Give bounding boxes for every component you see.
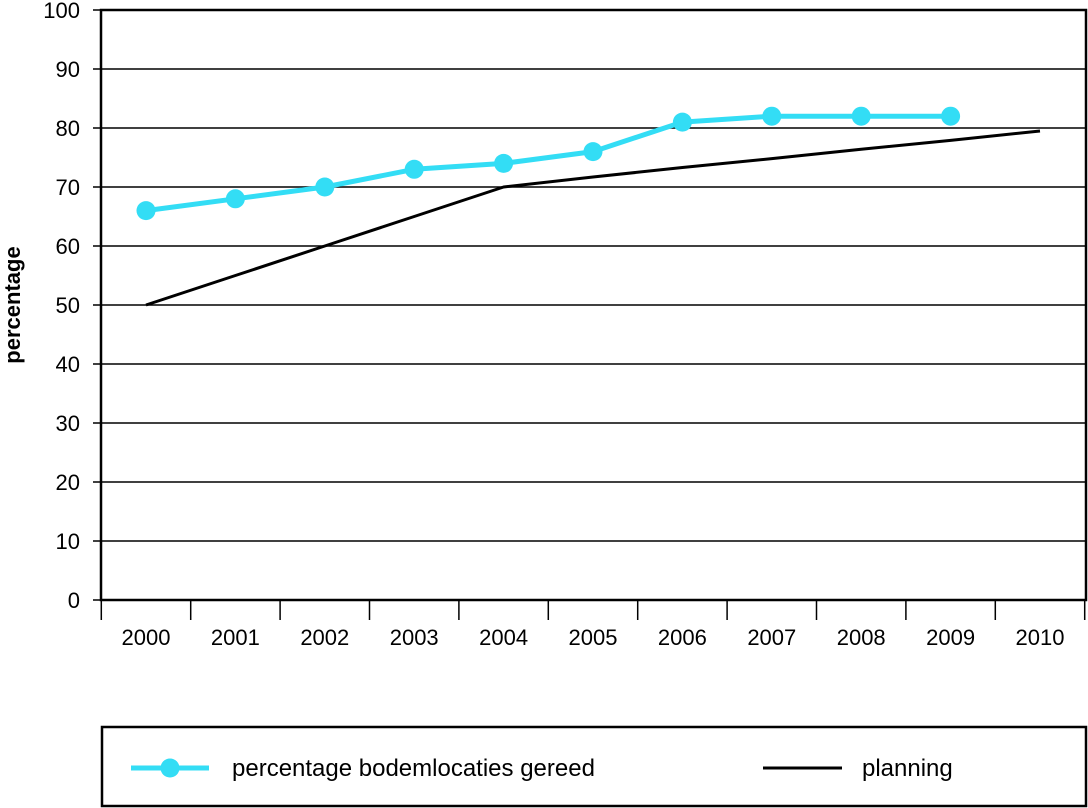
y-tick-label: 100 bbox=[43, 0, 80, 23]
y-tick-label: 70 bbox=[56, 175, 80, 200]
legend-label-percentage-gereed: percentage bodemlocaties gereed bbox=[232, 755, 595, 782]
x-tick-label: 2003 bbox=[390, 625, 439, 650]
x-tick-label: 2005 bbox=[569, 625, 618, 650]
y-tick-label: 50 bbox=[56, 293, 80, 318]
y-tick-label: 40 bbox=[56, 352, 80, 377]
data-point bbox=[583, 142, 603, 162]
x-tick-label: 2006 bbox=[658, 625, 707, 650]
gridlines bbox=[101, 68, 1086, 542]
legend-marker-percentage-gereed bbox=[160, 758, 180, 778]
data-point bbox=[315, 177, 335, 197]
y-tick-label: 30 bbox=[56, 411, 80, 436]
data-point bbox=[136, 201, 156, 221]
axes: 0 10 20 30 40 50 60 70 80 90 100 2000 2001 2002 2003 20… bbox=[43, 0, 1086, 650]
x-tick-label: 2000 bbox=[122, 625, 171, 650]
series-group bbox=[136, 106, 1041, 307]
y-tick-label: 80 bbox=[56, 116, 80, 141]
x-tick-label: 2010 bbox=[1016, 625, 1065, 650]
y-tick-label: 0 bbox=[68, 588, 80, 613]
x-tick-label: 2007 bbox=[747, 625, 796, 650]
series-line-percentage-gereed bbox=[145, 113, 951, 214]
y-axis-title: percentage bbox=[0, 246, 25, 363]
data-point bbox=[762, 106, 782, 126]
legend-label-planning: planning bbox=[862, 755, 953, 782]
data-point bbox=[225, 189, 245, 209]
y-tick-label: 60 bbox=[56, 234, 80, 259]
x-tick-label: 2004 bbox=[479, 625, 528, 650]
series-line-planning bbox=[145, 129, 1041, 307]
y-tick-label: 90 bbox=[56, 57, 80, 82]
legend: percentage bodemlocaties gereed planning bbox=[131, 755, 953, 782]
y-tick-label: 20 bbox=[56, 470, 80, 495]
y-tick-label: 10 bbox=[56, 529, 80, 554]
x-tick-label: 2001 bbox=[211, 625, 260, 650]
x-tick-label: 2002 bbox=[300, 625, 349, 650]
data-point bbox=[851, 106, 871, 126]
x-tick-label: 2009 bbox=[926, 625, 975, 650]
data-point bbox=[941, 106, 961, 126]
legend-box bbox=[100, 725, 1088, 808]
x-tick-label: 2008 bbox=[837, 625, 886, 650]
data-point bbox=[494, 153, 514, 173]
data-point bbox=[672, 112, 692, 132]
data-point bbox=[404, 159, 424, 179]
